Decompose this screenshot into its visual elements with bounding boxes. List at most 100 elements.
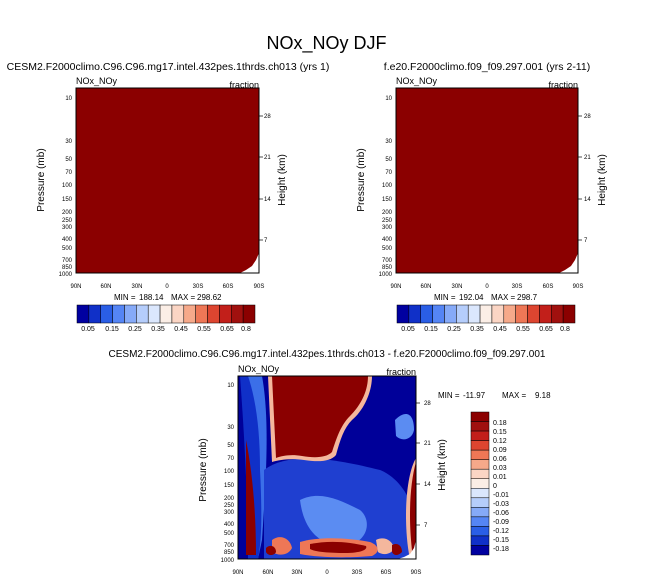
p3-min-value: -11.97 — [463, 391, 486, 400]
colorbar-swatch — [183, 304, 196, 324]
panel-3-y-ticks: 10 30 50 70 100 150 200 250 300 400 500 … — [221, 383, 235, 564]
p2-cb-label-0.65: 0.65 — [539, 326, 553, 333]
p2-cb-label-0.05: 0.05 — [401, 326, 415, 333]
colorbar-swatch — [470, 440, 490, 451]
p2-ytick-1000: 1000 — [379, 272, 393, 278]
panel-3-ylabel: Pressure (mb) — [198, 438, 209, 501]
panel-1-frame — [75, 87, 260, 274]
p2-htick-14: 14 — [584, 197, 591, 203]
p3-ytick-400: 400 — [224, 522, 235, 528]
colorbar-swatch — [136, 304, 149, 324]
colorbar-swatch — [539, 304, 552, 324]
p1-xtick-90S: 90S — [254, 284, 265, 290]
panel-2-minmax: MIN = 192.04 MAX = 298.7 — [434, 293, 538, 302]
colorbar-swatch — [147, 304, 161, 324]
p2-xtick-30S: 30S — [512, 284, 523, 290]
p1-cb-label-0.45: 0.45 — [174, 326, 188, 333]
panel-1-right-ticks: 28 21 14 7 — [259, 114, 271, 244]
colorbar-swatch — [444, 304, 457, 324]
p2-xtick-90S: 90S — [573, 284, 584, 290]
panel-2-left-label: NOx_NOy — [396, 76, 438, 86]
p1-ytick-200: 200 — [62, 210, 73, 216]
p3-xtick-60N: 60N — [262, 570, 273, 576]
figure-title: NOx_NOy DJF — [266, 33, 387, 53]
p2-cb-label-0.55: 0.55 — [516, 326, 530, 333]
colorbar-swatch — [470, 497, 490, 508]
panel-1-title: CESM2.F2000climo.C96.C96.mg17.intel.432p… — [7, 61, 330, 73]
p3-ytick-10: 10 — [227, 383, 234, 389]
panel-2-right-label: fraction — [548, 80, 578, 90]
panel-1-field — [76, 88, 259, 273]
colorbar-swatch — [470, 421, 490, 432]
panel-1-right-label: fraction — [229, 80, 259, 90]
p3-ytick-500: 500 — [224, 531, 235, 537]
p2-min-value: 192.04 — [459, 293, 484, 302]
panel-1-x-ticks: 90N 60N 30N 0 30S 60S 90S — [70, 284, 264, 290]
p3-cb-label-6: 0.01 — [493, 474, 507, 481]
p3-cb-label-3: 0.09 — [493, 447, 507, 454]
colorbar-swatch — [515, 304, 528, 324]
p1-cb-label-0.25: 0.25 — [128, 326, 142, 333]
panel-2-title: f.e20.F2000climo.f09_f09.297.001 (yrs 2-… — [384, 61, 590, 73]
colorbar-swatch — [219, 304, 232, 324]
p2-ytick-200: 200 — [382, 210, 393, 216]
panel-2-colorbar — [396, 304, 576, 324]
p2-xtick-30N: 30N — [451, 284, 462, 290]
p2-ytick-50: 50 — [385, 157, 392, 163]
colorbar-swatch — [491, 304, 505, 324]
panel-3-left-label: NOx_NOy — [238, 364, 280, 374]
panel-1-y-ticks: 10 30 50 70 100 150 200 250 300 400 500 … — [59, 96, 73, 278]
p2-cb-label-0.8: 0.8 — [560, 326, 570, 333]
p2-htick-7: 7 — [584, 238, 588, 244]
p3-xtick-90S: 90S — [411, 570, 422, 576]
panel-2: f.e20.F2000climo.f09_f09.297.001 (yrs 2-… — [356, 61, 608, 333]
panel-1-terrain-mask — [240, 253, 259, 273]
p1-ytick-10: 10 — [65, 96, 72, 102]
p2-htick-28: 28 — [584, 114, 591, 120]
p1-htick-28: 28 — [264, 114, 271, 120]
p2-ytick-150: 150 — [382, 197, 393, 203]
panel-3-right-axis-label: Height (km) — [437, 439, 448, 491]
p3-max-value: 9.18 — [535, 391, 551, 400]
p2-ytick-500: 500 — [382, 246, 393, 252]
p3-cb-label-14: -0.18 — [493, 546, 509, 553]
p3-htick-7: 7 — [424, 523, 428, 529]
p2-xtick-90N: 90N — [390, 284, 401, 290]
p1-cb-label-0.55: 0.55 — [197, 326, 211, 333]
p2-cb-label-0.25: 0.25 — [447, 326, 461, 333]
colorbar-swatch — [503, 304, 516, 324]
p3-cb-label-0: 0.18 — [493, 420, 507, 427]
p2-ytick-30: 30 — [385, 139, 392, 145]
p3-xtick-30S: 30S — [352, 570, 363, 576]
p3-ytick-150: 150 — [224, 483, 235, 489]
colorbar-swatch — [231, 304, 244, 324]
p1-min-value: 188.14 — [139, 293, 164, 302]
panel-3-field — [238, 376, 416, 559]
p2-ytick-10: 10 — [385, 96, 392, 102]
p2-ytick-700: 700 — [382, 258, 393, 264]
p1-ytick-850: 850 — [62, 265, 73, 271]
p1-xtick-60N: 60N — [100, 284, 111, 290]
colorbar-swatch — [470, 488, 490, 499]
svg-text:MIN =: MIN = — [438, 391, 460, 400]
p1-ytick-50: 50 — [65, 157, 72, 163]
p3-xtick-90N: 90N — [232, 570, 243, 576]
p2-ytick-400: 400 — [382, 237, 393, 243]
colorbar-swatch — [456, 304, 469, 324]
p1-cb-label-0.8: 0.8 — [241, 326, 251, 333]
p3-cb-label-5: 0.03 — [493, 465, 507, 472]
panel-2-terrain-mask — [559, 253, 578, 273]
p3-ytick-70: 70 — [227, 456, 234, 462]
p1-htick-14: 14 — [264, 197, 271, 203]
panel-3-minmax: MIN = -11.97 MAX = 9.18 — [438, 391, 551, 400]
colorbar-swatch — [527, 304, 540, 324]
colorbar-swatch — [408, 304, 421, 324]
panel-3-title: CESM2.F2000climo.C96.C96.mg17.intel.432p… — [109, 349, 546, 360]
p3-htick-21: 21 — [424, 441, 431, 447]
p3-ytick-200: 200 — [224, 496, 235, 502]
p1-ytick-100: 100 — [62, 183, 73, 189]
colorbar-swatch — [470, 449, 490, 460]
p1-ytick-400: 400 — [62, 237, 73, 243]
p1-xtick-60S: 60S — [223, 284, 234, 290]
p3-htick-28: 28 — [424, 401, 431, 407]
